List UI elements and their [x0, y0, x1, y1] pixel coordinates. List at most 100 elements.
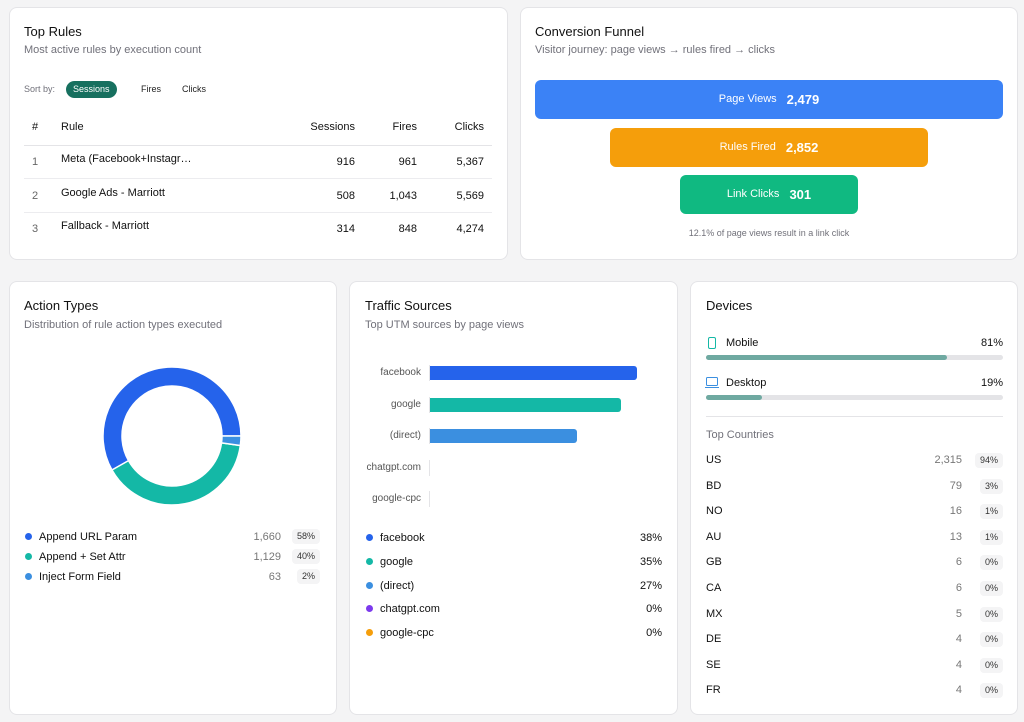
axis-line: [429, 491, 430, 507]
country-count: 4: [955, 684, 962, 697]
country-code: MX: [706, 607, 723, 620]
panel-title: Top Rules: [24, 24, 82, 39]
section-title: Top Countries: [706, 429, 774, 441]
share-pill: 3%: [979, 478, 1003, 494]
axis-line: [429, 365, 430, 381]
share-pill: 0%: [979, 657, 1003, 673]
country-count: 13: [949, 530, 962, 543]
country-code: DE: [706, 633, 722, 646]
divider: [24, 145, 492, 146]
country-code: GB: [706, 556, 722, 569]
legend-dot: [366, 605, 373, 613]
share-pill: 0%: [979, 581, 1003, 596]
sort-option[interactable]: Sessions: [66, 81, 117, 98]
donut-segment: [102, 366, 242, 472]
table-cell: 4,274: [456, 223, 484, 235]
share-pill: 2%: [296, 569, 320, 584]
divider: [24, 178, 492, 179]
device-share: 19%: [980, 377, 1003, 389]
device-share: 81%: [980, 337, 1003, 349]
panel-title: Devices: [706, 298, 753, 313]
column-header: Sessions: [310, 121, 355, 133]
panel-subtitle: Top UTM sources by page views: [365, 319, 524, 331]
panel-subtitle: Visitor journey: page views → rules fire…: [535, 44, 776, 56]
table-cell: 961: [398, 156, 417, 168]
bar: [429, 429, 577, 443]
legend-value: 0%: [646, 603, 662, 616]
table-cell: 5,569: [456, 189, 484, 202]
panel-subtitle: Distribution of rule action types execut…: [24, 319, 223, 331]
desktop-icon: [705, 377, 719, 388]
table-cell: 1: [32, 156, 39, 168]
legend-label: chatgpt.com: [380, 603, 440, 616]
bar-label: (direct): [389, 430, 421, 441]
table-cell: Google Ads - Marriott: [61, 186, 165, 199]
divider: [706, 416, 1003, 417]
country-code: SE: [706, 658, 721, 671]
legend-value: 1,660: [253, 531, 281, 543]
legend-value: 1,129: [253, 551, 281, 563]
legend-dot: [366, 534, 373, 541]
share-pill: 94%: [974, 453, 1003, 468]
share-pill: 0%: [979, 606, 1003, 622]
column-header: #: [32, 121, 39, 133]
legend-value: 38%: [639, 532, 662, 544]
table-cell: Meta (Facebook+Instagr…: [61, 153, 192, 165]
legend-label: facebook: [380, 532, 425, 544]
device-bar: [706, 355, 947, 360]
bar-label: facebook: [380, 367, 421, 378]
country-count: 4: [955, 658, 962, 671]
donut-chart: [102, 366, 242, 506]
donut-segment: [110, 442, 242, 506]
legend-dot: [366, 557, 373, 565]
funnel-value: 301: [789, 187, 812, 202]
bar-label: google: [390, 398, 421, 410]
table-cell: 916: [336, 156, 355, 168]
panel-subtitle: Most active rules by execution count: [24, 44, 202, 56]
legend-dot: [366, 629, 373, 637]
country-code: NO: [706, 505, 723, 518]
column-header: Rule: [61, 121, 84, 133]
device-label: Desktop: [726, 377, 767, 389]
legend-label: Inject Form Field: [39, 571, 121, 583]
sort-option[interactable]: Fires: [141, 84, 161, 94]
table-cell: 2: [32, 189, 39, 202]
country-count: 16: [949, 505, 962, 518]
table-cell: 1,043: [389, 189, 417, 202]
top-rules-panel: [9, 7, 508, 260]
share-pill: 1%: [979, 504, 1003, 520]
country-count: 79: [949, 479, 962, 492]
country-code: AU: [706, 530, 722, 543]
table-cell: Fallback - Marriott: [61, 220, 150, 232]
traffic-panel: [349, 281, 678, 715]
bar-track: [706, 395, 1003, 400]
mobile-icon: [708, 337, 716, 349]
country-count: 6: [955, 556, 962, 569]
table-cell: 314: [336, 223, 355, 235]
legend-label: google: [380, 555, 414, 568]
column-header: Fires: [392, 121, 417, 133]
country-count: 2,315: [934, 454, 962, 466]
share-pill: 0%: [979, 683, 1003, 699]
country-count: 5: [955, 607, 962, 620]
legend-label: google-cpc: [380, 627, 434, 640]
sort-label: Sort by:: [24, 84, 56, 94]
device-bar: [706, 395, 763, 400]
legend-label: (direct): [380, 579, 415, 592]
legend-value: 63: [268, 571, 281, 583]
funnel-label: Rules Fired: [719, 141, 776, 153]
share-pill: 0%: [979, 555, 1003, 571]
sort-option[interactable]: Clicks: [182, 84, 206, 94]
legend-dot: [366, 581, 373, 589]
legend-dot: [25, 553, 32, 560]
legend-dot: [25, 573, 32, 580]
funnel-label: Link Clicks: [726, 188, 780, 200]
legend-value: 27%: [639, 579, 662, 592]
legend-value: 0%: [646, 627, 662, 640]
funnel-step: Rules Fired 2,852: [610, 128, 928, 167]
share-pill: 58%: [291, 529, 320, 544]
legend-dot: [25, 533, 32, 540]
axis-line: [429, 428, 430, 444]
column-header: Clicks: [454, 121, 484, 133]
